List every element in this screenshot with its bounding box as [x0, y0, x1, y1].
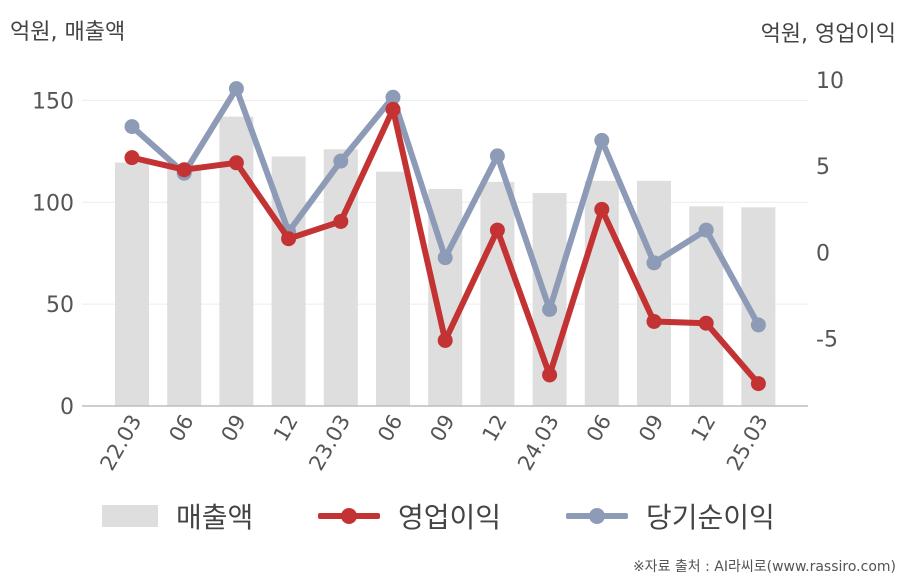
revenue-bar	[115, 162, 149, 406]
operating-profit-point	[542, 367, 558, 383]
operating-profit-point	[281, 231, 297, 247]
net-income-point	[124, 119, 140, 135]
revenue-bar	[376, 171, 410, 406]
operating-profit-point	[228, 155, 244, 171]
right-tick-label: 0	[816, 241, 830, 266]
operating-profit-point	[594, 201, 610, 217]
left-tick-label: 50	[46, 293, 74, 318]
revenue-bar	[167, 164, 202, 406]
net-income-point	[228, 81, 244, 97]
left-tick-label: 0	[60, 395, 74, 420]
x-tick-label: 12	[478, 411, 512, 446]
legend-line-swatch-blue	[566, 505, 628, 527]
net-income-point	[333, 153, 349, 169]
net-income-point	[542, 301, 558, 317]
legend: 매출액 영업이익 당기순이익	[0, 494, 908, 538]
operating-profit-point	[646, 313, 662, 329]
x-tick-label: 12	[686, 411, 720, 446]
left-tick-label: 100	[32, 191, 74, 216]
net-income-point	[646, 255, 662, 271]
x-tick-label: 06	[373, 411, 407, 446]
left-axis-unit-label: 억원, 매출액	[10, 20, 126, 45]
operating-profit-point	[698, 315, 714, 331]
x-tick-label: 23.03	[304, 411, 355, 475]
x-tick-label: 24.03	[513, 411, 564, 475]
legend-item-operating-profit: 영업이익	[318, 494, 501, 538]
revenue-bars	[115, 116, 776, 407]
x-tick-label: 25.03	[722, 411, 773, 475]
operating-profit-point	[176, 162, 192, 178]
legend-label-operating-profit: 영업이익	[398, 501, 502, 534]
x-tick-label: 09	[425, 411, 459, 446]
operating-profit-point	[124, 150, 140, 166]
source-note: ※자료 출처 : AI라씨로(www.rassiro.com)	[632, 559, 896, 575]
legend-label-net-income: 당기순이익	[646, 501, 775, 534]
net-income-point	[594, 132, 610, 148]
operating-profit-point	[333, 213, 349, 229]
right-tick-label: -5	[816, 328, 838, 353]
legend-label-revenue: 매출액	[176, 501, 254, 534]
revenue-bar	[323, 149, 358, 406]
operating-profit-point	[385, 101, 401, 117]
legend-item-net-income: 당기순이익	[566, 494, 775, 538]
legend-bar-swatch	[102, 505, 158, 527]
right-tick-label: 5	[816, 155, 830, 180]
legend-item-revenue: 매출액	[102, 494, 253, 538]
x-tick-label: 06	[164, 411, 198, 446]
right-tick-label: 10	[816, 69, 844, 94]
legend-line-swatch-red	[318, 505, 380, 527]
revenue-bar	[480, 181, 515, 406]
net-income-point	[437, 250, 453, 266]
operating-profit-point	[437, 332, 453, 348]
net-income-point	[750, 317, 766, 333]
right-axis-unit-label: 억원, 영업이익	[760, 22, 896, 47]
operating-profit-point	[750, 376, 766, 392]
x-tick-label: 22.03	[95, 411, 146, 475]
x-tick-label: 09	[217, 411, 251, 446]
line-series	[124, 81, 766, 392]
net-income-point	[489, 148, 505, 164]
x-tick-label: 09	[634, 411, 668, 446]
x-tick-label: 12	[269, 411, 303, 446]
net-income-point	[698, 222, 714, 238]
operating-profit-point	[489, 222, 505, 238]
x-tick-label: 06	[582, 411, 616, 446]
net-income-point	[385, 89, 401, 105]
left-tick-label: 150	[32, 89, 74, 114]
